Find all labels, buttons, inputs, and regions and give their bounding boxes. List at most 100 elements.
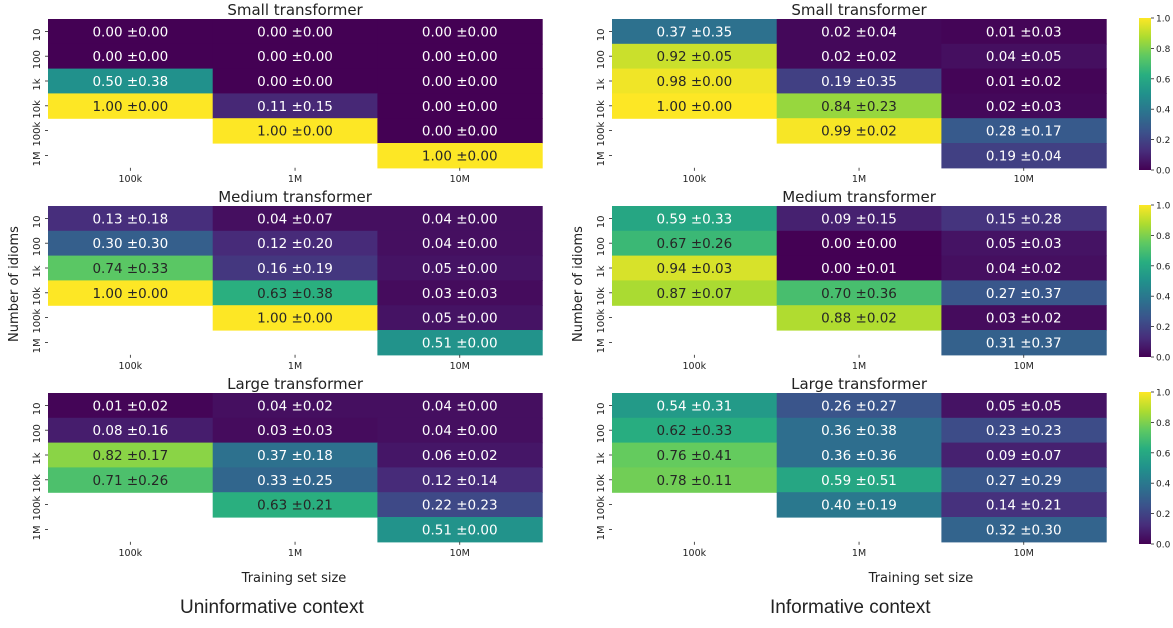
heatmap-panel: Medium transformer 0.13 ±0.18 0.04 ±0.07 0.… <box>32 188 543 372</box>
cell-label: 0.33 ±0.25 <box>257 473 333 489</box>
colorbar-gradient <box>1139 205 1151 357</box>
heatmap-cell <box>377 143 543 169</box>
heatmap-cell <box>941 305 1107 331</box>
x-tick-label: 10M <box>450 361 470 372</box>
heatmap-cell <box>212 68 378 94</box>
cell-label: 0.02 ±0.03 <box>986 99 1062 115</box>
heatmap-cell <box>377 93 543 119</box>
colorbar-tick-label: 0.6 <box>1156 262 1171 272</box>
y-tick-label: 1k <box>596 265 607 277</box>
heatmap-cell <box>212 19 378 45</box>
heatmap-cell <box>48 280 214 306</box>
heatmap-cell <box>941 280 1107 306</box>
cell-label: 0.08 ±0.16 <box>92 423 168 439</box>
cell-label: 0.67 ±0.26 <box>656 236 732 252</box>
heatmap-cell <box>612 280 778 306</box>
heatmap-cell <box>612 230 778 257</box>
colorbar-tick-label: 0.0 <box>1156 541 1171 551</box>
cell-label: 0.27 ±0.29 <box>986 473 1062 489</box>
x-tick-label: 1M <box>852 548 866 559</box>
heatmap-cell <box>941 517 1107 543</box>
y-tick-label: 1M <box>32 151 43 166</box>
cell-label: 0.00 ±0.00 <box>821 236 897 252</box>
cell-label: 0.05 ±0.03 <box>986 236 1062 252</box>
cell-label: 0.40 ±0.19 <box>821 498 897 514</box>
cell-label: 0.04 ±0.02 <box>986 261 1062 277</box>
cell-label: 0.26 ±0.27 <box>821 398 897 414</box>
x-tick-label: 10M <box>1014 361 1034 372</box>
heatmap-cell <box>212 206 378 232</box>
heatmap-cell <box>776 467 942 493</box>
y-tick-label: 1k <box>32 452 43 464</box>
heatmap-cell <box>612 442 778 468</box>
x-tick-label: 1M <box>288 361 302 372</box>
y-tick-label: 100 <box>32 237 43 256</box>
x-tick-label: 1M <box>288 548 302 559</box>
panel-title: Large transformer <box>791 375 928 393</box>
heatmap-cell <box>776 442 942 468</box>
heatmap-cell <box>377 393 543 419</box>
heatmap-cell <box>612 393 778 419</box>
y-tick-label: 10k <box>596 474 607 493</box>
heatmap-cell <box>776 43 942 70</box>
heatmap-cell <box>212 255 378 281</box>
colorbar: 0.0 0.2 0.4 0.6 0.8 1.0 <box>1139 389 1171 551</box>
panel-title: Medium transformer <box>218 188 373 206</box>
panel-title: Small transformer <box>791 1 927 19</box>
colorbar-gradient <box>1139 392 1151 544</box>
x-tick-label: 1M <box>852 361 866 372</box>
heatmap-cell <box>377 280 543 306</box>
y-axis-label: Number of idioms <box>7 226 22 342</box>
heatmap-cell <box>377 68 543 94</box>
y-tick-label: 1M <box>596 338 607 353</box>
cell-label: 1.00 ±0.00 <box>92 99 168 115</box>
heatmap-cell <box>377 206 543 232</box>
heatmap-cell <box>776 417 942 444</box>
y-tick-label: 1M <box>32 338 43 353</box>
heatmap-cell <box>941 393 1107 419</box>
colorbar-gradient <box>1139 18 1151 170</box>
heatmap-cell <box>212 393 378 419</box>
cell-label: 0.71 ±0.26 <box>92 473 168 489</box>
heatmap-cell <box>377 118 543 144</box>
x-tick-label: 100k <box>683 361 707 372</box>
heatmap-cell <box>941 206 1107 232</box>
y-tick-label: 100 <box>596 237 607 256</box>
y-tick-label: 10 <box>32 29 43 42</box>
y-tick-label: 1k <box>32 265 43 277</box>
heatmap-cell <box>776 305 942 331</box>
y-tick-label: 100k <box>596 495 607 520</box>
cell-label: 1.00 ±0.00 <box>257 124 333 140</box>
cell-label: 0.22 ±0.23 <box>422 498 498 514</box>
cell-label: 0.37 ±0.18 <box>257 448 333 464</box>
heatmap-cell <box>377 492 543 518</box>
heatmap-panel: Large transformer 0.01 ±0.02 0.04 ±0.02 0.0… <box>32 375 543 559</box>
colorbar-tick-label: 0.4 <box>1156 480 1171 490</box>
y-tick-label: 10k <box>596 287 607 306</box>
heatmap-cell <box>212 467 378 493</box>
cell-label: 0.00 ±0.00 <box>422 124 498 140</box>
axis-labels: Number of idioms Number of idioms Training… <box>7 226 973 586</box>
heatmap-cell <box>776 118 942 144</box>
cell-label: 0.87 ±0.07 <box>656 286 732 302</box>
cell-label: 0.00 ±0.00 <box>257 74 333 90</box>
colorbar-tick-label: 0.6 <box>1156 449 1171 459</box>
heatmap-cell <box>776 280 942 306</box>
panel-title: Large transformer <box>227 375 364 393</box>
heatmap-cell <box>377 417 543 444</box>
cell-label: 0.04 ±0.00 <box>422 423 498 439</box>
cell-label: 0.27 ±0.37 <box>986 286 1062 302</box>
heatmap-cell <box>212 280 378 306</box>
heatmap-cell <box>48 19 214 45</box>
heatmap-cell <box>941 467 1107 493</box>
heatmap-cell <box>377 442 543 468</box>
heatmap-cell <box>941 230 1107 257</box>
heatmap-cell <box>48 442 214 468</box>
left-caption: Uninformative context <box>180 597 364 618</box>
cell-label: 0.84 ±0.23 <box>821 99 897 115</box>
heatmap-cell <box>377 305 543 331</box>
heatmap-cell <box>941 417 1107 444</box>
heatmap-cell <box>776 393 942 419</box>
cell-label: 0.78 ±0.11 <box>656 473 732 489</box>
